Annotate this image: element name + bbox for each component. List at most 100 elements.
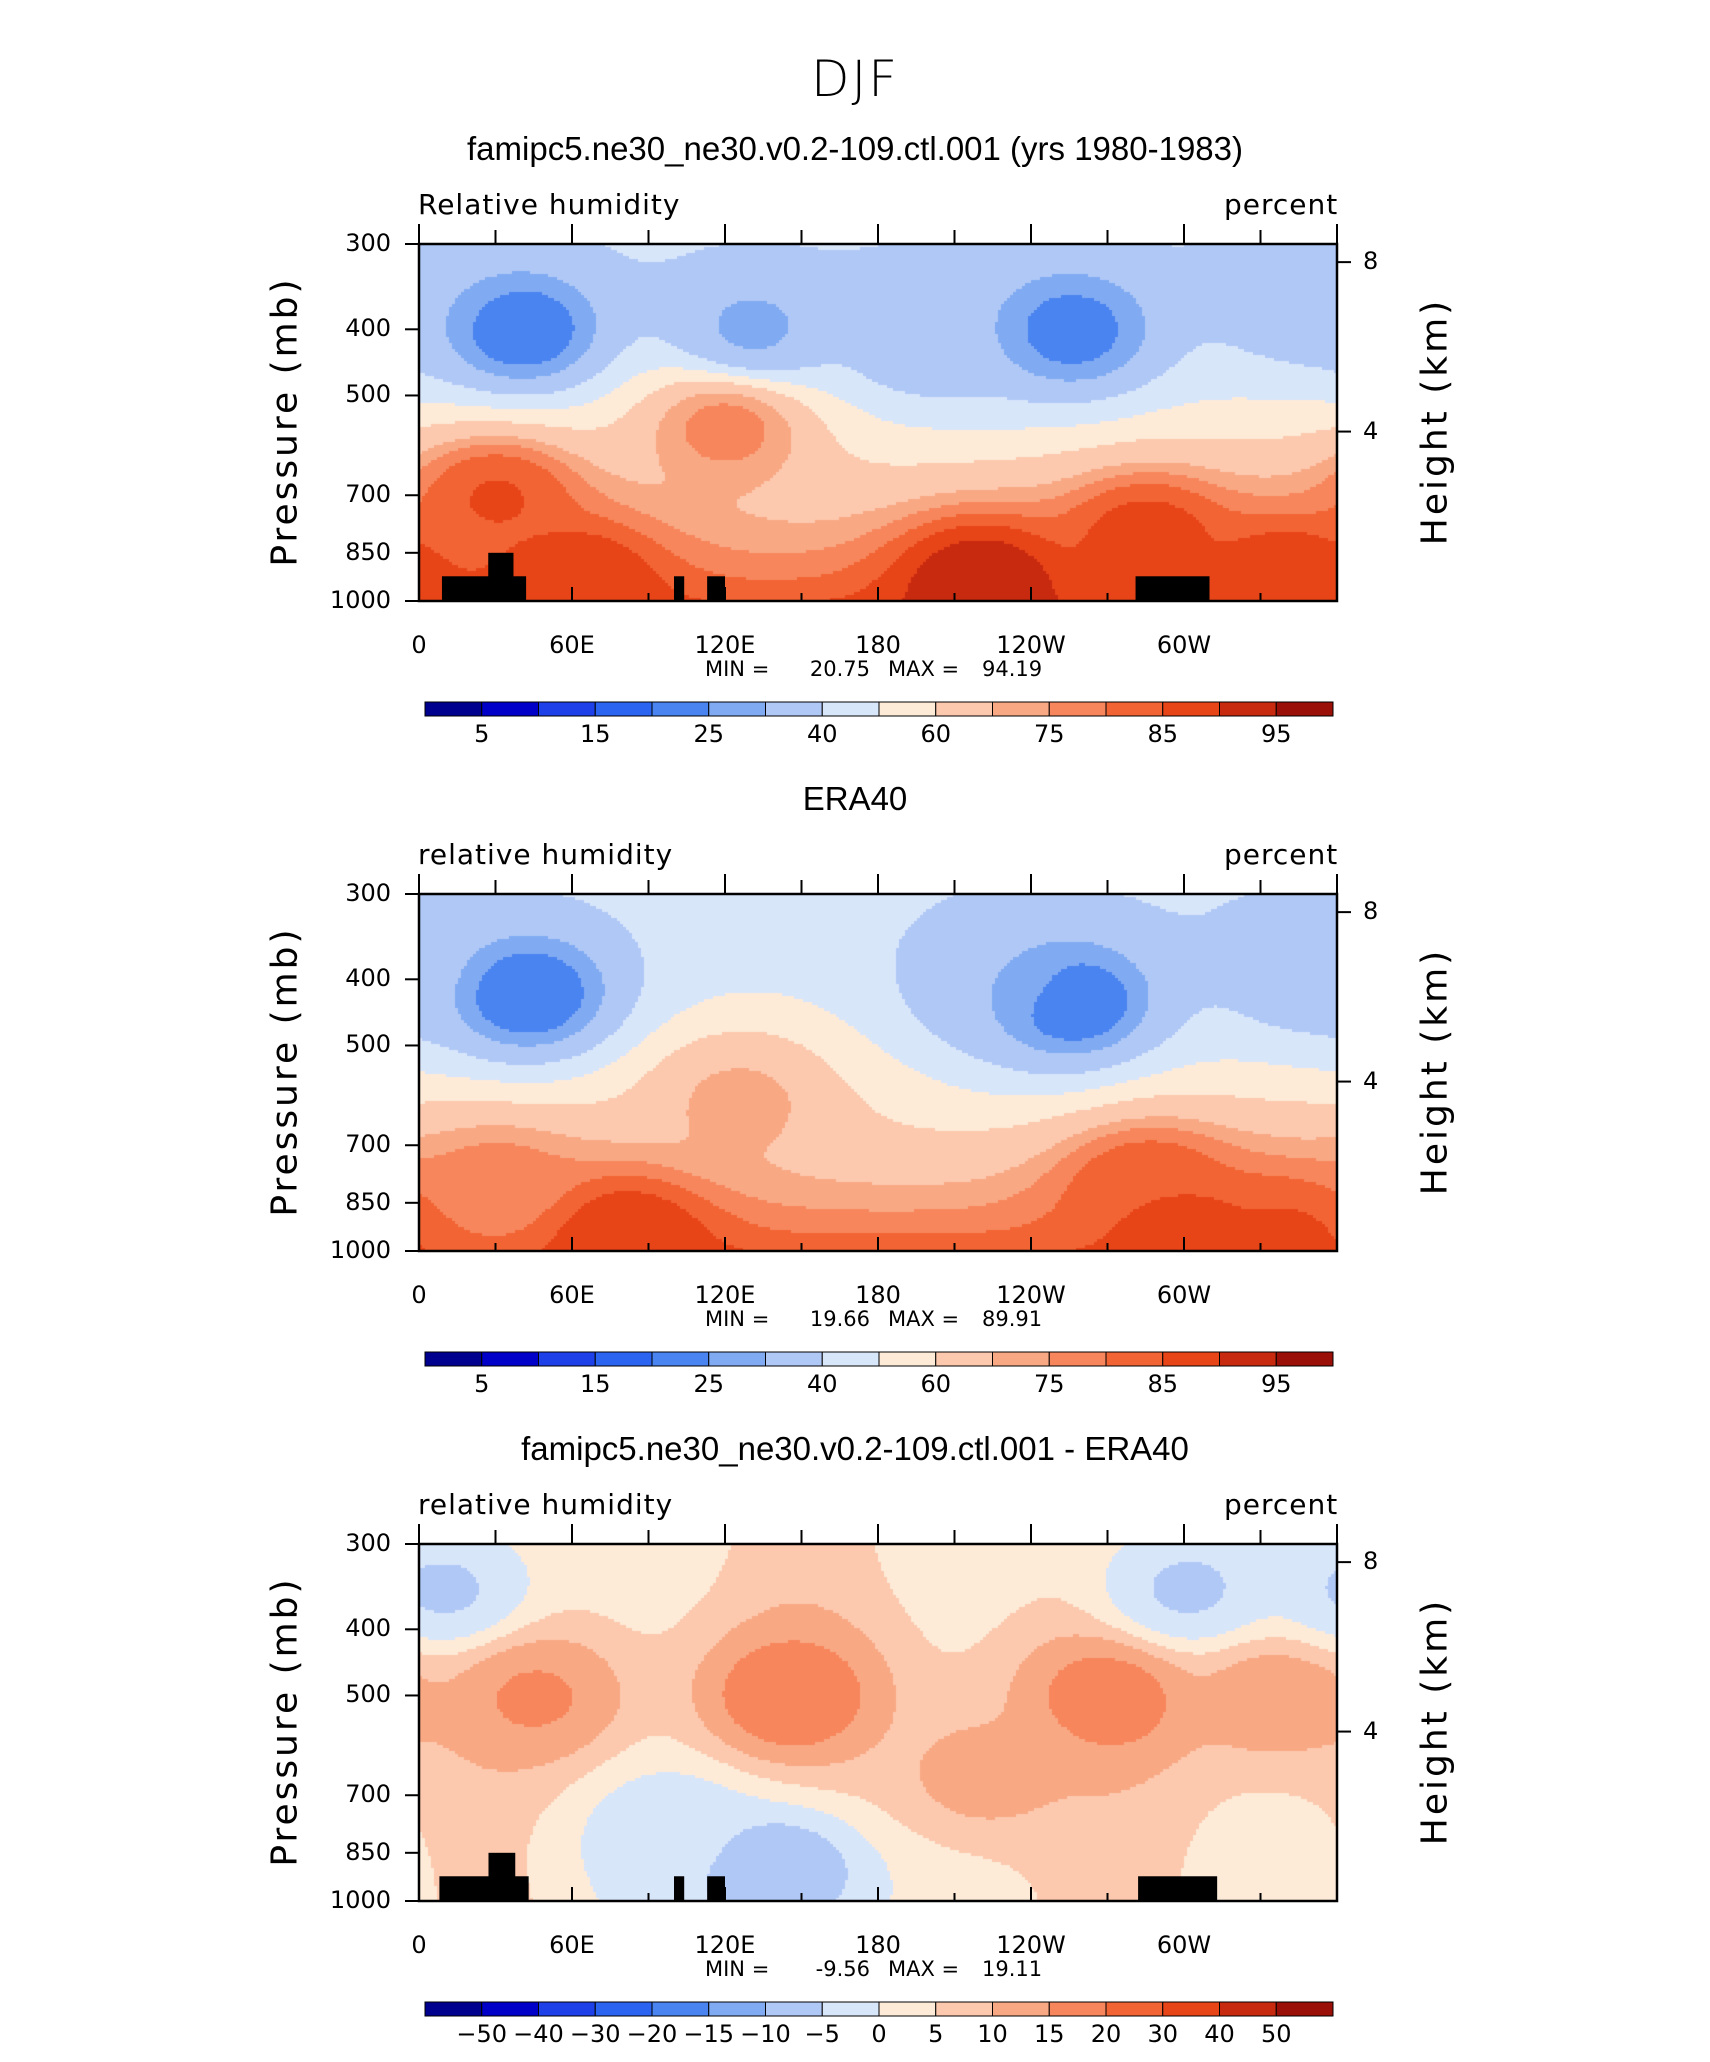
- y-tick-label: 850: [345, 1187, 391, 1216]
- colorbar-label: 20: [1090, 2020, 1122, 2048]
- y-tick-label: 500: [345, 1030, 391, 1059]
- y-tick-label: 850: [345, 1837, 391, 1866]
- panel-2: ERA40 relative humidity percent Pressure (m…: [0, 750, 1710, 1398]
- colorbar-box: [1219, 2001, 1277, 2017]
- y-right-tick-label: 8: [1363, 1547, 1379, 1576]
- colorbar-label: 5: [928, 2020, 944, 2048]
- x-tick-label: 60E: [549, 1281, 595, 1309]
- colorbar-box: [481, 701, 539, 717]
- land-mask: [707, 576, 725, 601]
- land-mask: [707, 1876, 725, 1901]
- colorbar: [424, 701, 1334, 717]
- max-label: MAX =: [888, 1307, 960, 1331]
- colorbar-label: 95: [1260, 720, 1292, 748]
- variable-label: Relative humidity: [418, 188, 681, 221]
- y-right-tick-label: 4: [1363, 1066, 1379, 1095]
- x-tick-label: 120W: [996, 631, 1066, 659]
- variable-label: relative humidity: [418, 1488, 674, 1521]
- x-tick-label: 120E: [694, 631, 756, 659]
- colorbar-box: [1048, 701, 1107, 717]
- x-tick-label: 60E: [549, 1931, 595, 1959]
- max-value: 19.11: [982, 1957, 1043, 1981]
- y-tick-label: 700: [345, 480, 391, 509]
- min-label: MIN =: [705, 657, 770, 681]
- land-mask: [1135, 576, 1210, 601]
- colorbar-box: [651, 1351, 710, 1367]
- x-tick-label: 0: [411, 631, 427, 659]
- colorbar-label: 0: [871, 2020, 887, 2048]
- colorbar-label: 75: [1033, 720, 1065, 748]
- colorbar-label: 10: [977, 2020, 1008, 2048]
- colorbar-box: [538, 701, 596, 717]
- y-tick-label: 400: [345, 314, 391, 343]
- colorbar-label: 85: [1147, 720, 1179, 748]
- land-mask: [488, 1852, 516, 1901]
- colorbar-label: 75: [1033, 1370, 1065, 1398]
- units-label: percent: [1224, 838, 1339, 871]
- min-label: MIN =: [705, 1307, 770, 1331]
- colorbar-box: [1048, 2001, 1107, 2017]
- figure-title: DJF: [810, 50, 899, 108]
- max-label: MAX =: [888, 657, 960, 681]
- min-label: MIN =: [705, 1957, 770, 1981]
- max-label: MAX =: [888, 1957, 960, 1981]
- land-mask: [674, 1876, 685, 1901]
- x-tick-label: 120W: [996, 1931, 1066, 1959]
- colorbar-box: [878, 1351, 937, 1367]
- colorbar-label: 50: [1260, 2020, 1292, 2048]
- panel-title: famipc5.ne30_ne30.v0.2-109.ctl.001 (yrs …: [467, 130, 1243, 167]
- panel-title: ERA40: [802, 780, 908, 817]
- colorbar-box: [1275, 1351, 1334, 1367]
- plot-border: [417, 1542, 1339, 1903]
- colorbar-label: 60: [920, 1370, 952, 1398]
- axes-frame: [405, 224, 1351, 603]
- colorbar-box: [821, 2001, 880, 2017]
- x-tick-label: 60E: [549, 631, 595, 659]
- plot-border: [417, 242, 1339, 603]
- colorbar-box: [1219, 1351, 1277, 1367]
- colorbar-label: 60: [920, 720, 952, 748]
- colorbar-box: [1162, 2001, 1220, 2017]
- colorbar-box: [594, 2001, 653, 2017]
- colorbar-box: [935, 701, 993, 717]
- y-tick-label: 850: [345, 537, 391, 566]
- colorbar-label: 15: [579, 1370, 611, 1398]
- contour-field: [419, 1544, 1337, 1901]
- panel-3: famipc5.ne30_ne30.v0.2-109.ctl.001 - ERA…: [0, 1400, 1710, 2048]
- colorbar-box: [594, 701, 653, 717]
- colorbar-box: [1105, 701, 1164, 717]
- y-tick-label: 500: [345, 380, 391, 409]
- x-tick-label: 120E: [694, 1931, 756, 1959]
- colorbar-label: 40: [806, 1370, 838, 1398]
- colorbar-box: [1048, 1351, 1107, 1367]
- min-value: 20.75: [809, 657, 870, 681]
- land-mask: [1138, 1876, 1218, 1901]
- colorbar-box: [481, 1351, 539, 1367]
- y-tick-label: 300: [345, 879, 391, 907]
- y-tick-label: 1000: [329, 1886, 391, 1914]
- colorbar-label: 5: [474, 1370, 490, 1398]
- colorbar-label: 40: [1204, 2020, 1235, 2048]
- y-tick-label: 300: [345, 1529, 391, 1557]
- colorbar-box: [765, 701, 823, 717]
- colorbar-label: −40: [513, 2020, 564, 2048]
- units-label: percent: [1224, 188, 1339, 221]
- colorbar-box: [594, 1351, 653, 1367]
- colorbar-box: [1162, 701, 1220, 717]
- axes-frame: [405, 1524, 1351, 1903]
- y-right-tick-label: 8: [1363, 897, 1379, 926]
- x-tick-label: 0: [411, 1281, 427, 1309]
- y-tick-label: 300: [345, 229, 391, 257]
- variable-label: relative humidity: [418, 838, 674, 871]
- colorbar-box: [1275, 2001, 1334, 2017]
- contour-field: [419, 244, 1337, 601]
- y-tick-label: 500: [345, 1680, 391, 1709]
- max-value: 89.91: [982, 1307, 1043, 1331]
- colorbar-box: [935, 1351, 993, 1367]
- x-tick-label: 120W: [996, 1281, 1066, 1309]
- colorbar-label: 25: [693, 1370, 725, 1398]
- y-right-tick-label: 4: [1363, 1716, 1379, 1745]
- colorbar-box: [935, 2001, 993, 2017]
- colorbar-box: [1219, 701, 1277, 717]
- colorbar-box: [538, 1351, 596, 1367]
